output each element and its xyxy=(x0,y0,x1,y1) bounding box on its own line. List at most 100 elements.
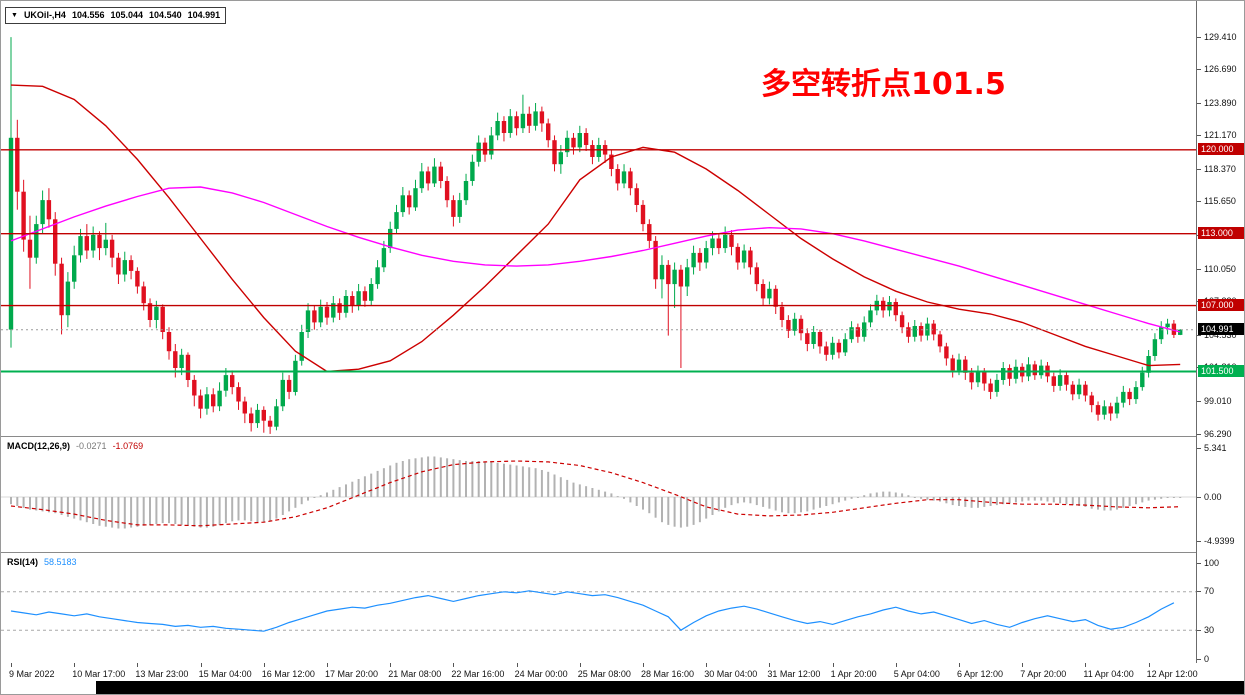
time-tick-mark xyxy=(1022,663,1024,667)
axis-tick-label: 0 xyxy=(1204,654,1210,664)
axis-tick-mark xyxy=(1197,135,1201,136)
time-axis-label: 28 Mar 16:00 xyxy=(641,669,695,679)
axis-tick-mark xyxy=(1197,591,1201,592)
time-axis[interactable]: 9 Mar 2022 10 Mar 17:00 13 Mar 23:00 15 Mar… xyxy=(1,663,1244,683)
time-tick-mark xyxy=(832,663,834,667)
price-level-tag: 104.991 xyxy=(1198,323,1244,335)
time-tick-mark xyxy=(74,663,76,667)
axis-tick-label: 129.410 xyxy=(1204,32,1237,42)
time-axis-label: 31 Mar 12:00 xyxy=(767,669,821,679)
axis-tick-label: 96.290 xyxy=(1204,429,1232,439)
time-axis-label: 1 Apr 20:00 xyxy=(830,669,877,679)
time-tick-mark xyxy=(643,663,644,667)
time-tick-mark xyxy=(137,663,139,667)
annotation-text: 多空转折点101.5 xyxy=(761,67,1006,102)
ma-fast-line xyxy=(10,84,1181,373)
axis-tick-label: 115.650 xyxy=(1204,196,1236,206)
time-axis-label: 16 Mar 12:00 xyxy=(261,669,315,679)
time-axis-label: 25 Mar 08:00 xyxy=(577,669,631,679)
axis-tick-label: 30 xyxy=(1204,625,1215,635)
ohlc-high-value: 105.044 xyxy=(110,10,144,20)
axis-tick-mark xyxy=(1197,103,1201,104)
macd-signal-value: -1.0769 xyxy=(112,441,144,451)
time-tick-mark xyxy=(11,663,12,667)
time-axis-label: 17 Mar 20:00 xyxy=(325,669,379,679)
price-level-tag: 113.000 xyxy=(1198,227,1244,239)
time-tick-mark xyxy=(516,663,518,667)
time-axis-label: 6 Apr 12:00 xyxy=(957,669,1004,679)
axis-tick-mark xyxy=(1197,335,1201,336)
axis-tick-mark xyxy=(1197,497,1201,498)
macd-indicator-label: MACD(12,26,9) -0.0271 -1.0769 xyxy=(7,441,143,451)
time-axis-label: 12 Apr 12:00 xyxy=(1146,669,1198,679)
time-tick-mark xyxy=(706,663,708,667)
axis-tick-label: 100 xyxy=(1204,558,1220,568)
axis-tick-mark xyxy=(1197,401,1201,402)
axis-tick-label: 99.010 xyxy=(1204,396,1232,406)
time-axis-label: 9 Mar 2022 xyxy=(9,669,55,679)
axis-tick-mark xyxy=(1197,659,1201,660)
axis-tick-mark xyxy=(1197,69,1201,70)
axis-tick-label: -4.9399 xyxy=(1204,536,1235,546)
time-tick-mark xyxy=(263,663,265,667)
axis-tick-label: 104.530 xyxy=(1204,330,1237,340)
time-axis-label: 21 Mar 08:00 xyxy=(388,669,442,679)
time-axis-label: 5 Apr 04:00 xyxy=(893,669,940,679)
collapse-chart-icon[interactable]: ▼ xyxy=(11,12,18,19)
candles xyxy=(8,37,1183,434)
ma-slow-line xyxy=(10,186,1181,333)
price-level-tag: 107.000 xyxy=(1198,299,1244,311)
macd-histogram xyxy=(10,456,1182,529)
axis-tick-mark xyxy=(1197,201,1201,202)
rsi-value: 58.5183 xyxy=(44,557,77,567)
pane-separator[interactable] xyxy=(1,436,1244,437)
macd-main-value: -0.0271 xyxy=(76,441,107,451)
axis-tick-label: 121.170 xyxy=(1204,130,1237,140)
price-chart-canvas[interactable] xyxy=(1,1,1196,437)
axis-tick-mark xyxy=(1197,434,1201,435)
axis-tick-label: 5.341 xyxy=(1204,443,1227,453)
axis-tick-label: 118.370 xyxy=(1204,164,1236,174)
time-tick-mark xyxy=(769,663,771,667)
time-tick-mark xyxy=(1148,663,1150,667)
macd-indicator-canvas[interactable] xyxy=(1,438,1196,552)
ohlc-open-value: 104.556 xyxy=(71,10,105,20)
time-tick-mark xyxy=(390,663,392,667)
bottom-bar xyxy=(96,681,1244,694)
symbol-ohlc-box: ▼ UKOil-,H4 104.556 105.044 104.540 104.… xyxy=(5,7,227,24)
time-axis-label: 13 Mar 23:00 xyxy=(135,669,189,679)
price-level-tag: 120.000 xyxy=(1198,143,1244,155)
axis-tick-label: 70 xyxy=(1204,586,1215,596)
time-axis-label: 11 Apr 04:00 xyxy=(1083,669,1134,679)
time-tick-mark xyxy=(895,663,897,667)
time-axis-label: 10 Mar 17:00 xyxy=(72,669,126,679)
axis-tick-mark xyxy=(1197,541,1201,542)
symbol-timeframe-label: UKOil-,H4 xyxy=(23,10,66,20)
price-level-tag: 101.500 xyxy=(1198,365,1244,377)
rsi-indicator-canvas[interactable] xyxy=(1,554,1196,663)
axis-tick-label: 126.690 xyxy=(1204,64,1237,74)
time-tick-mark xyxy=(959,663,960,667)
axis-tick-label: 110.050 xyxy=(1204,264,1236,274)
axis-tick-mark xyxy=(1197,448,1201,449)
axis-tick-label: 123.890 xyxy=(1204,98,1237,108)
time-tick-mark xyxy=(453,663,455,667)
ohlc-low-value: 104.540 xyxy=(149,10,182,20)
time-tick-mark xyxy=(1085,663,1087,667)
time-axis-label: 24 Mar 00:00 xyxy=(514,669,568,679)
time-axis-label: 15 Mar 04:00 xyxy=(198,669,252,679)
time-tick-mark xyxy=(200,663,202,667)
axis-tick-mark xyxy=(1197,630,1201,631)
axis-tick-mark xyxy=(1197,37,1201,38)
time-tick-mark xyxy=(579,663,581,667)
ohlc-close-value: 104.991 xyxy=(187,10,221,20)
macd-signal-line xyxy=(10,460,1181,527)
time-axis-label: 7 Apr 20:00 xyxy=(1020,669,1067,679)
time-tick-mark xyxy=(327,663,328,667)
rsi-indicator-label: RSI(14) 58.5183 xyxy=(7,557,77,567)
rsi-title: RSI(14) xyxy=(7,557,39,567)
price-axis[interactable]: 129.410 126.690 123.890 121.170 118.370 115.6… xyxy=(1196,1,1244,664)
axis-tick-mark xyxy=(1197,269,1201,270)
axis-tick-mark xyxy=(1197,169,1201,170)
pane-separator[interactable] xyxy=(1,552,1244,553)
